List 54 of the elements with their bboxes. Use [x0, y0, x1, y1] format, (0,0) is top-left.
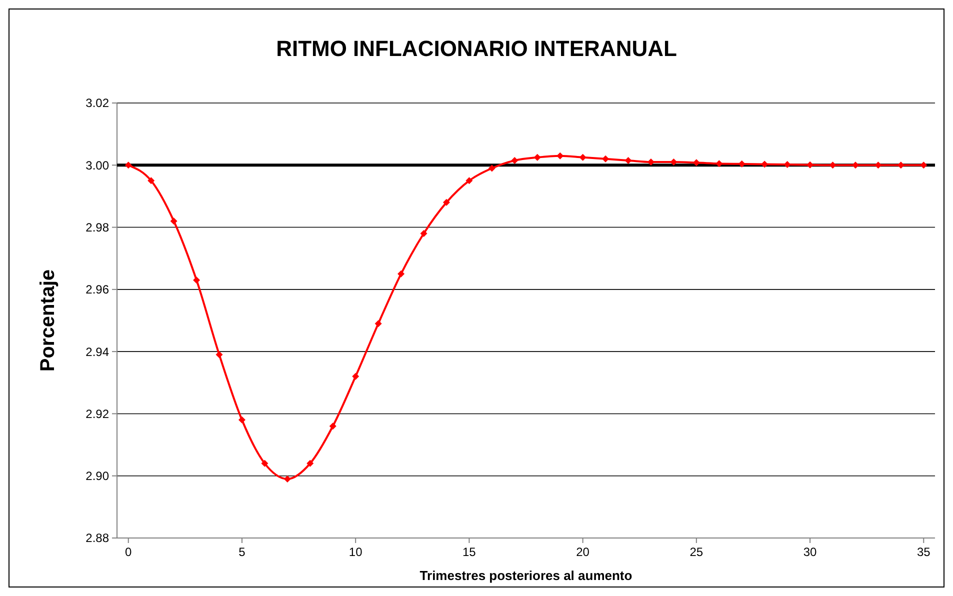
x-tick-label: 25	[690, 545, 704, 559]
point	[284, 475, 291, 482]
point	[806, 161, 814, 168]
point	[352, 372, 360, 380]
point	[692, 159, 700, 166]
x-tick-label: 15	[462, 545, 476, 559]
y-tick-label: 2.88	[86, 531, 110, 546]
point	[238, 416, 246, 424]
point	[738, 160, 746, 168]
x-axis-title: Trimestres posteriores al aumento	[420, 568, 632, 583]
point	[602, 155, 610, 162]
point	[874, 162, 882, 169]
y-tick-label: 2.96	[86, 282, 110, 297]
y-tick-label: 2.98	[86, 220, 110, 234]
point	[829, 162, 836, 169]
y-tick-label: 2.90	[86, 469, 110, 484]
y-axis-title: Porcentaje	[37, 269, 59, 372]
point	[511, 156, 518, 164]
point	[579, 154, 586, 161]
point	[716, 160, 723, 168]
point	[398, 270, 405, 278]
point	[920, 162, 928, 169]
point	[193, 276, 200, 284]
point	[670, 158, 678, 166]
point	[897, 162, 904, 169]
point	[306, 460, 314, 467]
point	[466, 177, 473, 184]
point	[442, 198, 450, 206]
point	[784, 161, 791, 168]
point	[148, 177, 155, 184]
x-tick-label: 5	[238, 545, 246, 559]
point	[124, 162, 132, 169]
y-tick-label: 2.92	[86, 406, 110, 421]
point	[556, 152, 564, 160]
point	[170, 218, 178, 225]
point	[329, 422, 336, 430]
x-tick-label: 35	[916, 545, 931, 559]
point	[216, 351, 223, 358]
y-tick-label: 2.94	[86, 344, 110, 359]
x-tick-label: 20	[576, 545, 590, 559]
y-tick-label: 3.02	[86, 96, 110, 110]
point	[488, 164, 496, 172]
x-tick-label: 30	[803, 545, 818, 559]
point	[624, 156, 632, 164]
point	[420, 230, 428, 237]
x-tick-label: 0	[125, 545, 132, 559]
chart-title: RITMO INFLACIONARIO INTERANUAL	[276, 36, 677, 61]
point	[852, 162, 859, 169]
point	[374, 320, 382, 328]
point	[761, 160, 768, 168]
x-tick-label: 10	[348, 545, 363, 559]
point	[261, 460, 268, 467]
y-tick-label: 3.00	[86, 158, 110, 172]
point	[534, 154, 541, 161]
